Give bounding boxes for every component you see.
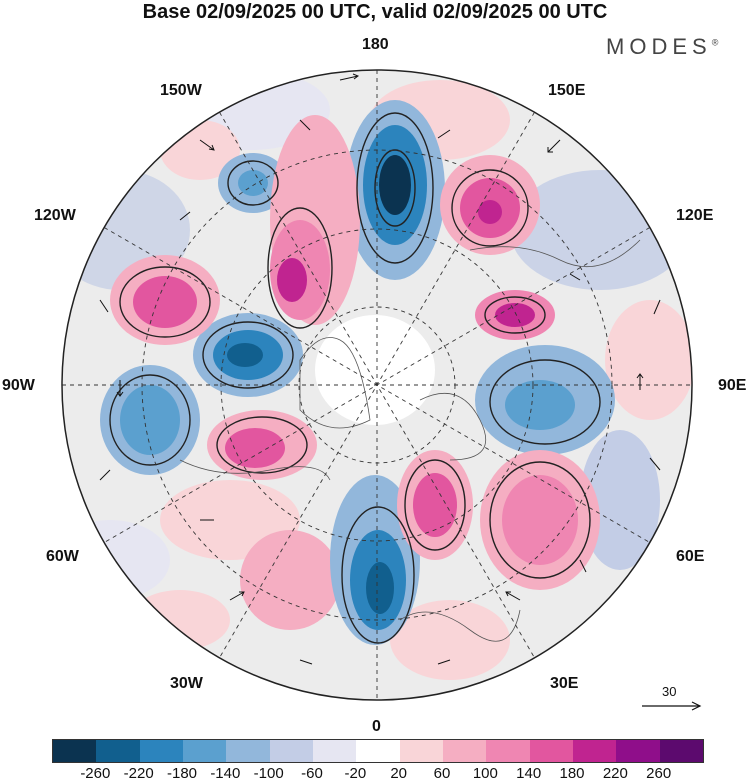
vector-reference-arrow [642,701,702,711]
colorbar-tick-label: -180 [166,765,198,782]
longitude-label-120w: 120W [34,207,76,224]
colorbar-tick-label: 220 [602,765,628,782]
longitude-label-90w: 90W [2,377,35,394]
colorbar-swatch [616,740,660,762]
longitude-label-60e: 60E [676,548,705,565]
colorbar-tick-label: -60 [301,765,323,782]
longitude-label-180: 180 [362,36,389,53]
colorbar-tick-label: 100 [472,765,498,782]
colorbar-ticks: -260 -220 -180 -140 -100 -60 -20 20 60 100 140 180 2… [52,765,702,783]
colorbar-tick-label: 60 [433,765,451,782]
colorbar-swatch [269,740,313,762]
brand-logo: MODES® [606,34,719,59]
vector-reference-value: 30 [662,684,677,699]
colorbar-tick-label: 140 [516,765,542,782]
colorbar-tick-label: -100 [253,765,284,782]
colorbar-swatch [659,740,703,762]
colorbar-tick-label: -220 [123,765,154,782]
colorbar-swatch [139,740,183,762]
longitude-label-30w: 30W [170,675,203,692]
polar-map[interactable] [0,0,750,735]
colorbar-tick-label: 20 [390,765,407,782]
colorbar-tick-label: -140 [210,765,241,782]
longitude-label-90e: 90E [718,377,747,394]
longitude-label-150w: 150W [160,82,202,99]
colorbar-swatch [356,740,400,762]
colorbar-swatch [486,740,530,762]
longitude-label-0: 0 [372,718,381,735]
colorbar-tick-label: -260 [80,765,111,782]
colorbar-swatch [399,740,443,762]
longitude-label-120e: 120E [676,207,714,224]
colorbar-swatch [442,740,487,762]
longitude-label-150e: 150E [548,82,586,99]
colorbar-tick-label: -20 [344,765,367,782]
map-title: Base 02/09/2025 00 UTC, valid 02/09/2025… [142,1,608,23]
colorbar-tick-label: 180 [559,765,585,782]
colorbar-swatch [572,740,617,762]
colorbar-swatch [226,740,270,762]
colorbar-swatch [182,740,227,762]
colorbar-swatch [529,740,573,762]
longitude-label-30e: 30E [550,675,579,692]
colorbar-swatch [312,740,357,762]
colorbar [52,739,704,763]
colorbar-swatch [53,740,97,762]
wind-vectors [99,73,661,665]
colorbar-swatch [96,740,140,762]
longitude-label-60w: 60W [46,548,79,565]
colorbar-tick-label: 260 [646,765,672,782]
